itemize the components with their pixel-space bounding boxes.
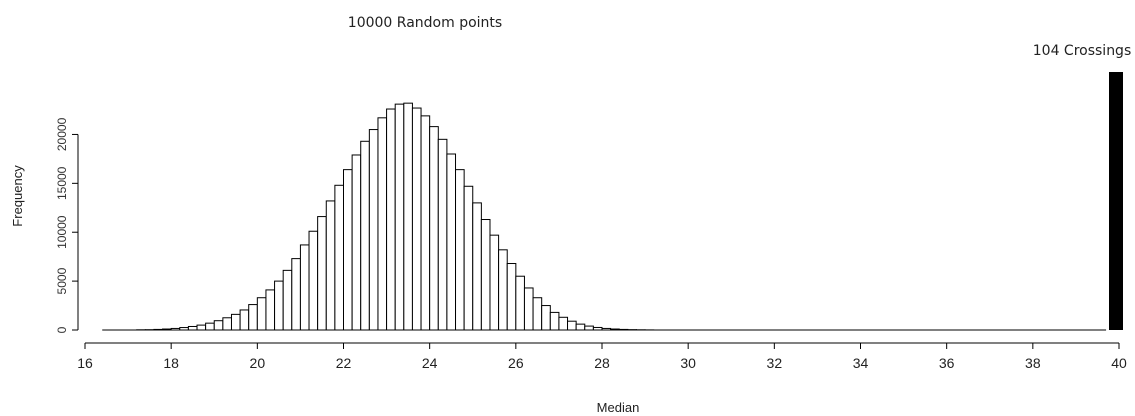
histogram-bar [601, 327, 612, 331]
x-tick-label: 18 [163, 355, 179, 371]
histogram-bar [523, 287, 534, 331]
histogram-bars [102, 72, 1123, 331]
histogram-bar [205, 322, 215, 331]
y-tick-label: 20000 [55, 117, 69, 151]
x-axis: 16 18 20 22 24 26 28 30 32 34 36 38 40 [77, 342, 1127, 371]
x-tick-label: 16 [77, 355, 93, 371]
histogram-bar [558, 316, 569, 331]
histogram-bar [472, 202, 482, 331]
histogram-bar [575, 323, 586, 331]
histogram-bar [463, 185, 474, 331]
histogram-bar [549, 311, 560, 331]
histogram-bar [489, 234, 500, 331]
histogram-bar [179, 327, 189, 331]
histogram-bar [317, 216, 327, 331]
histogram-bar [170, 327, 181, 331]
x-tick-label: 34 [853, 355, 869, 371]
histogram-bar [455, 169, 465, 331]
histogram-bar [196, 324, 207, 331]
histogram-bar [386, 108, 396, 331]
x-tick-label: 30 [680, 355, 696, 371]
histogram-bar [213, 320, 224, 331]
histogram-bar [567, 320, 577, 331]
histogram-bar [515, 275, 525, 331]
histogram-bar [265, 289, 276, 331]
histogram-bar [541, 305, 551, 331]
x-tick-label: 28 [594, 355, 610, 371]
histogram-bar [162, 328, 172, 331]
observed-annotation: 104 Crossings [1033, 43, 1132, 59]
y-tick-label: 5000 [55, 267, 69, 294]
histogram-bar [411, 107, 422, 331]
histogram-bar [230, 313, 241, 331]
histogram-bar [308, 230, 319, 331]
histogram-bar [291, 258, 301, 331]
y-tick-label: 0 [55, 326, 69, 333]
histogram-bar [222, 317, 232, 331]
histogram-bar [429, 126, 439, 331]
y-axis: 0 5000 10000 15000 20000 [55, 117, 79, 333]
histogram-bar [368, 129, 379, 331]
histogram-bar [506, 263, 517, 331]
histogram-bar [248, 304, 258, 331]
histogram-bar [584, 325, 594, 331]
histogram-bar [498, 249, 508, 331]
histogram-bar [618, 328, 629, 331]
histogram-bar [153, 328, 164, 331]
histogram-bar [394, 103, 405, 331]
histogram-bar [360, 140, 370, 331]
histogram-bar [274, 280, 284, 331]
histogram-bar [480, 219, 491, 331]
x-axis-title: Median [597, 400, 640, 415]
x-tick-label: 26 [508, 355, 524, 371]
y-axis-title: Frequency [10, 165, 25, 227]
histogram-bar [282, 269, 293, 331]
histogram-bar [610, 328, 620, 331]
histogram-bar [403, 102, 413, 331]
x-tick-label: 38 [1025, 355, 1041, 371]
x-tick-label: 20 [250, 355, 266, 371]
x-tick-label: 36 [939, 355, 955, 371]
histogram-bar [351, 154, 362, 331]
histogram-bar [256, 297, 267, 331]
x-tick-label: 32 [767, 355, 783, 371]
histogram-bar [343, 169, 353, 331]
observed-value-bar [1109, 72, 1123, 330]
y-tick-label: 15000 [55, 166, 69, 200]
y-tick-label: 10000 [55, 215, 69, 249]
histogram-bar [299, 244, 310, 331]
x-tick-label: 22 [336, 355, 352, 371]
histogram-bar [325, 200, 336, 331]
histogram-bar [334, 184, 345, 331]
histogram-bar [187, 325, 198, 331]
x-tick-label: 40 [1111, 355, 1127, 371]
x-tick-label: 24 [422, 355, 438, 371]
histogram-bar [532, 297, 543, 331]
histogram-bar [437, 138, 448, 331]
histogram-bar [446, 153, 457, 331]
histogram-bar [420, 115, 431, 331]
histogram-bar [239, 309, 250, 331]
histogram-bar [592, 326, 603, 331]
histogram-bar [377, 117, 388, 331]
chart-title: 10000 Random points [348, 15, 502, 31]
